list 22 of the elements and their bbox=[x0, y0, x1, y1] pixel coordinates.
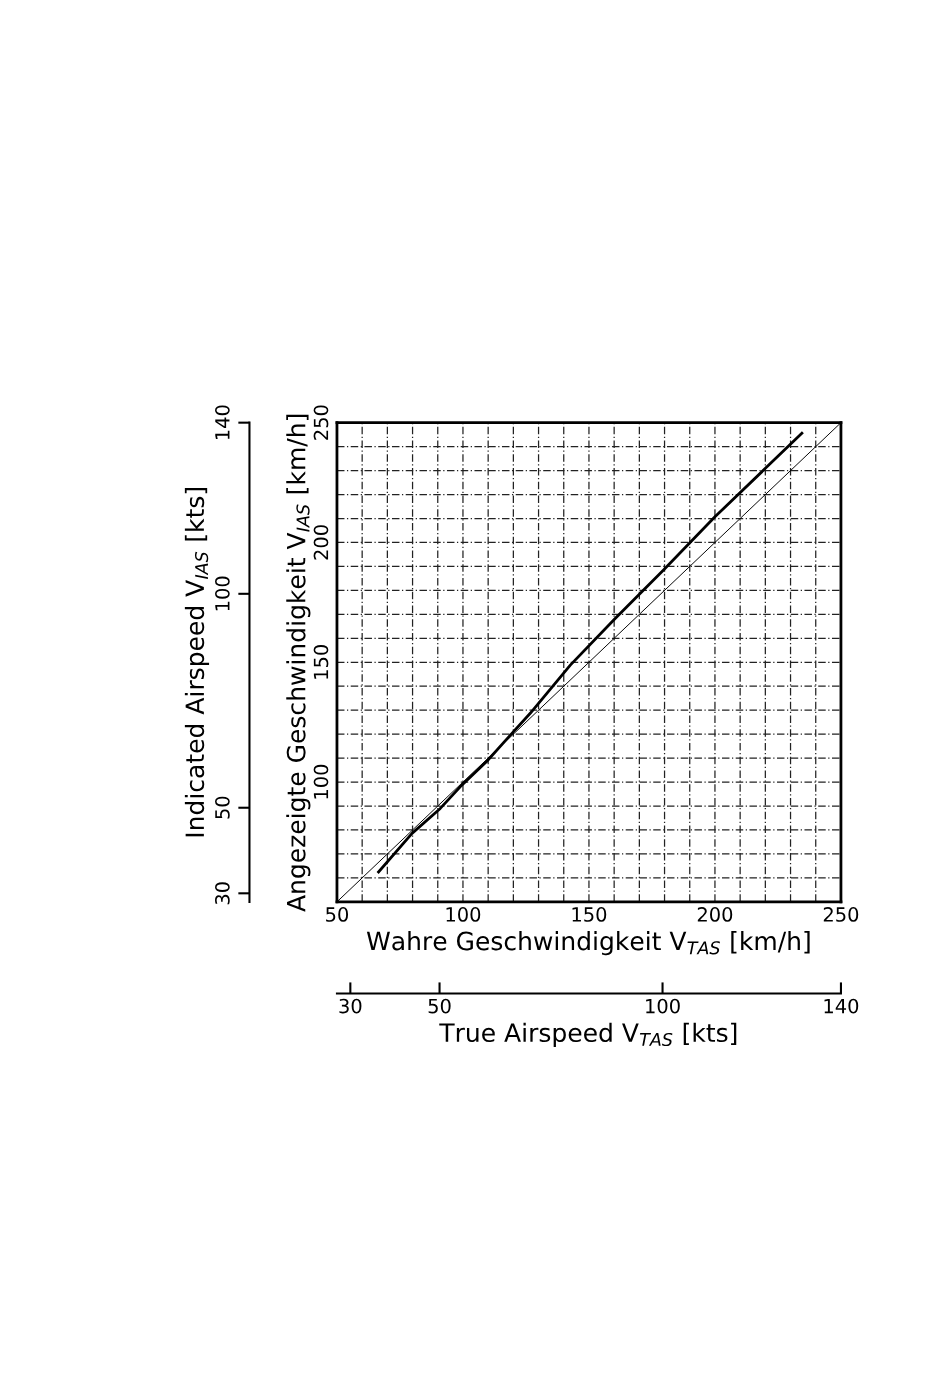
x-tick-label: 100 bbox=[446, 907, 481, 922]
y-tick-label: 150 bbox=[313, 645, 329, 679]
x2-axis-title: True Airspeed V$_{TAS}$ [kts] bbox=[439, 1022, 737, 1047]
x-tick-label: 200 bbox=[697, 907, 733, 922]
y2-tick-label: 100 bbox=[215, 576, 230, 611]
x-tick-label: 50 bbox=[326, 907, 349, 922]
x2-tick-label: 30 bbox=[339, 998, 362, 1014]
y-tick-label: 200 bbox=[313, 525, 329, 560]
y-tick-label: 100 bbox=[313, 764, 329, 799]
x-axis-title: Wahre Geschwindigkeit V$_{TAS}$ [km/h] bbox=[366, 931, 810, 956]
y2-tick-label: 50 bbox=[215, 796, 230, 819]
y-axis-title: Angezeigte Geschwindigkeit V$_{IAS}$ [km/h] bbox=[286, 414, 311, 912]
y2-axis-title: Indicated Airspeed V$_{IAS}$ [kts] bbox=[184, 487, 210, 837]
x-tick-label: 250 bbox=[823, 907, 859, 922]
x2-tick-label: 100 bbox=[646, 998, 680, 1014]
x-tick-label: 150 bbox=[572, 907, 607, 922]
y2-tick-label: 30 bbox=[215, 882, 230, 905]
x2-tick-label: 140 bbox=[824, 998, 859, 1014]
line-series bbox=[377, 431, 804, 874]
y-tick-label: 250 bbox=[313, 405, 329, 440]
y2-tick-label: 140 bbox=[215, 405, 230, 440]
x2-tick-label: 50 bbox=[428, 998, 451, 1014]
